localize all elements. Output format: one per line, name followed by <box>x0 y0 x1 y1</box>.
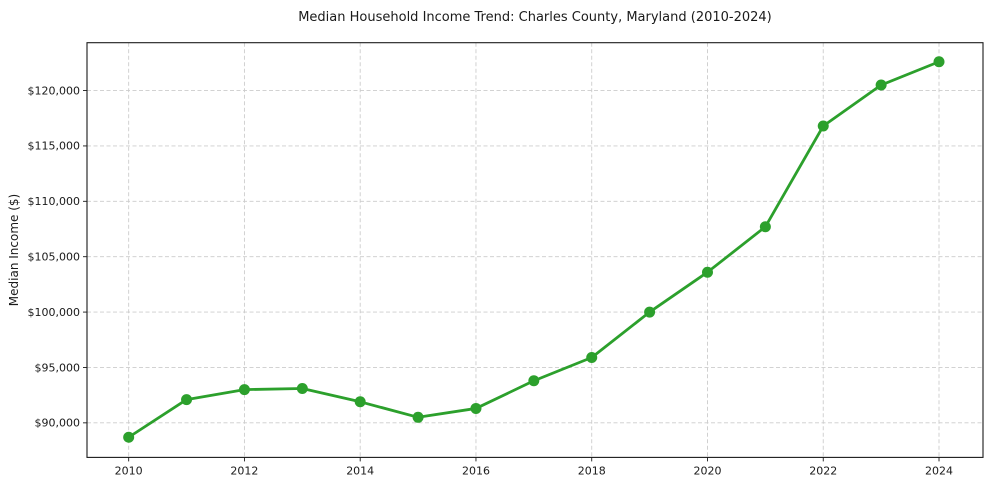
y-tick-label: $110,000 <box>28 195 81 208</box>
y-tick-label: $120,000 <box>28 84 81 97</box>
data-point <box>701 266 713 278</box>
y-tick-label: $90,000 <box>35 417 81 430</box>
x-tick-label: 2018 <box>578 464 606 477</box>
data-point <box>123 431 135 443</box>
y-axis-label: Median Income ($) <box>7 194 21 306</box>
data-point <box>296 383 308 395</box>
data-point <box>817 120 829 132</box>
y-tick-label: $105,000 <box>28 250 81 263</box>
data-point <box>759 221 771 233</box>
chart-title: Median Household Income Trend: Charles C… <box>298 10 772 25</box>
data-point <box>933 56 945 68</box>
x-tick-label: 2016 <box>462 464 490 477</box>
x-tick-label: 2022 <box>809 464 837 477</box>
data-point <box>354 396 366 408</box>
y-tick-label: $95,000 <box>35 361 81 374</box>
data-point <box>181 394 193 406</box>
x-tick-label: 2010 <box>115 464 143 477</box>
x-tick-label: 2012 <box>230 464 258 477</box>
y-tick-label: $115,000 <box>28 140 81 153</box>
data-point <box>412 411 424 423</box>
data-point <box>470 402 482 414</box>
plot-area: $90,000 $95,000 $100,000 $105,000 $110,000 $1… <box>28 42 984 477</box>
y-tick-label: $100,000 <box>28 306 81 319</box>
data-point <box>586 351 598 363</box>
plot-border <box>86 42 984 458</box>
data-point <box>528 375 540 387</box>
data-point <box>644 306 656 318</box>
x-tick-label: 2024 <box>925 464 953 477</box>
x-tick-label: 2020 <box>693 464 721 477</box>
data-point <box>238 384 250 396</box>
data-point <box>875 79 887 91</box>
x-tick-label: 2014 <box>346 464 374 477</box>
